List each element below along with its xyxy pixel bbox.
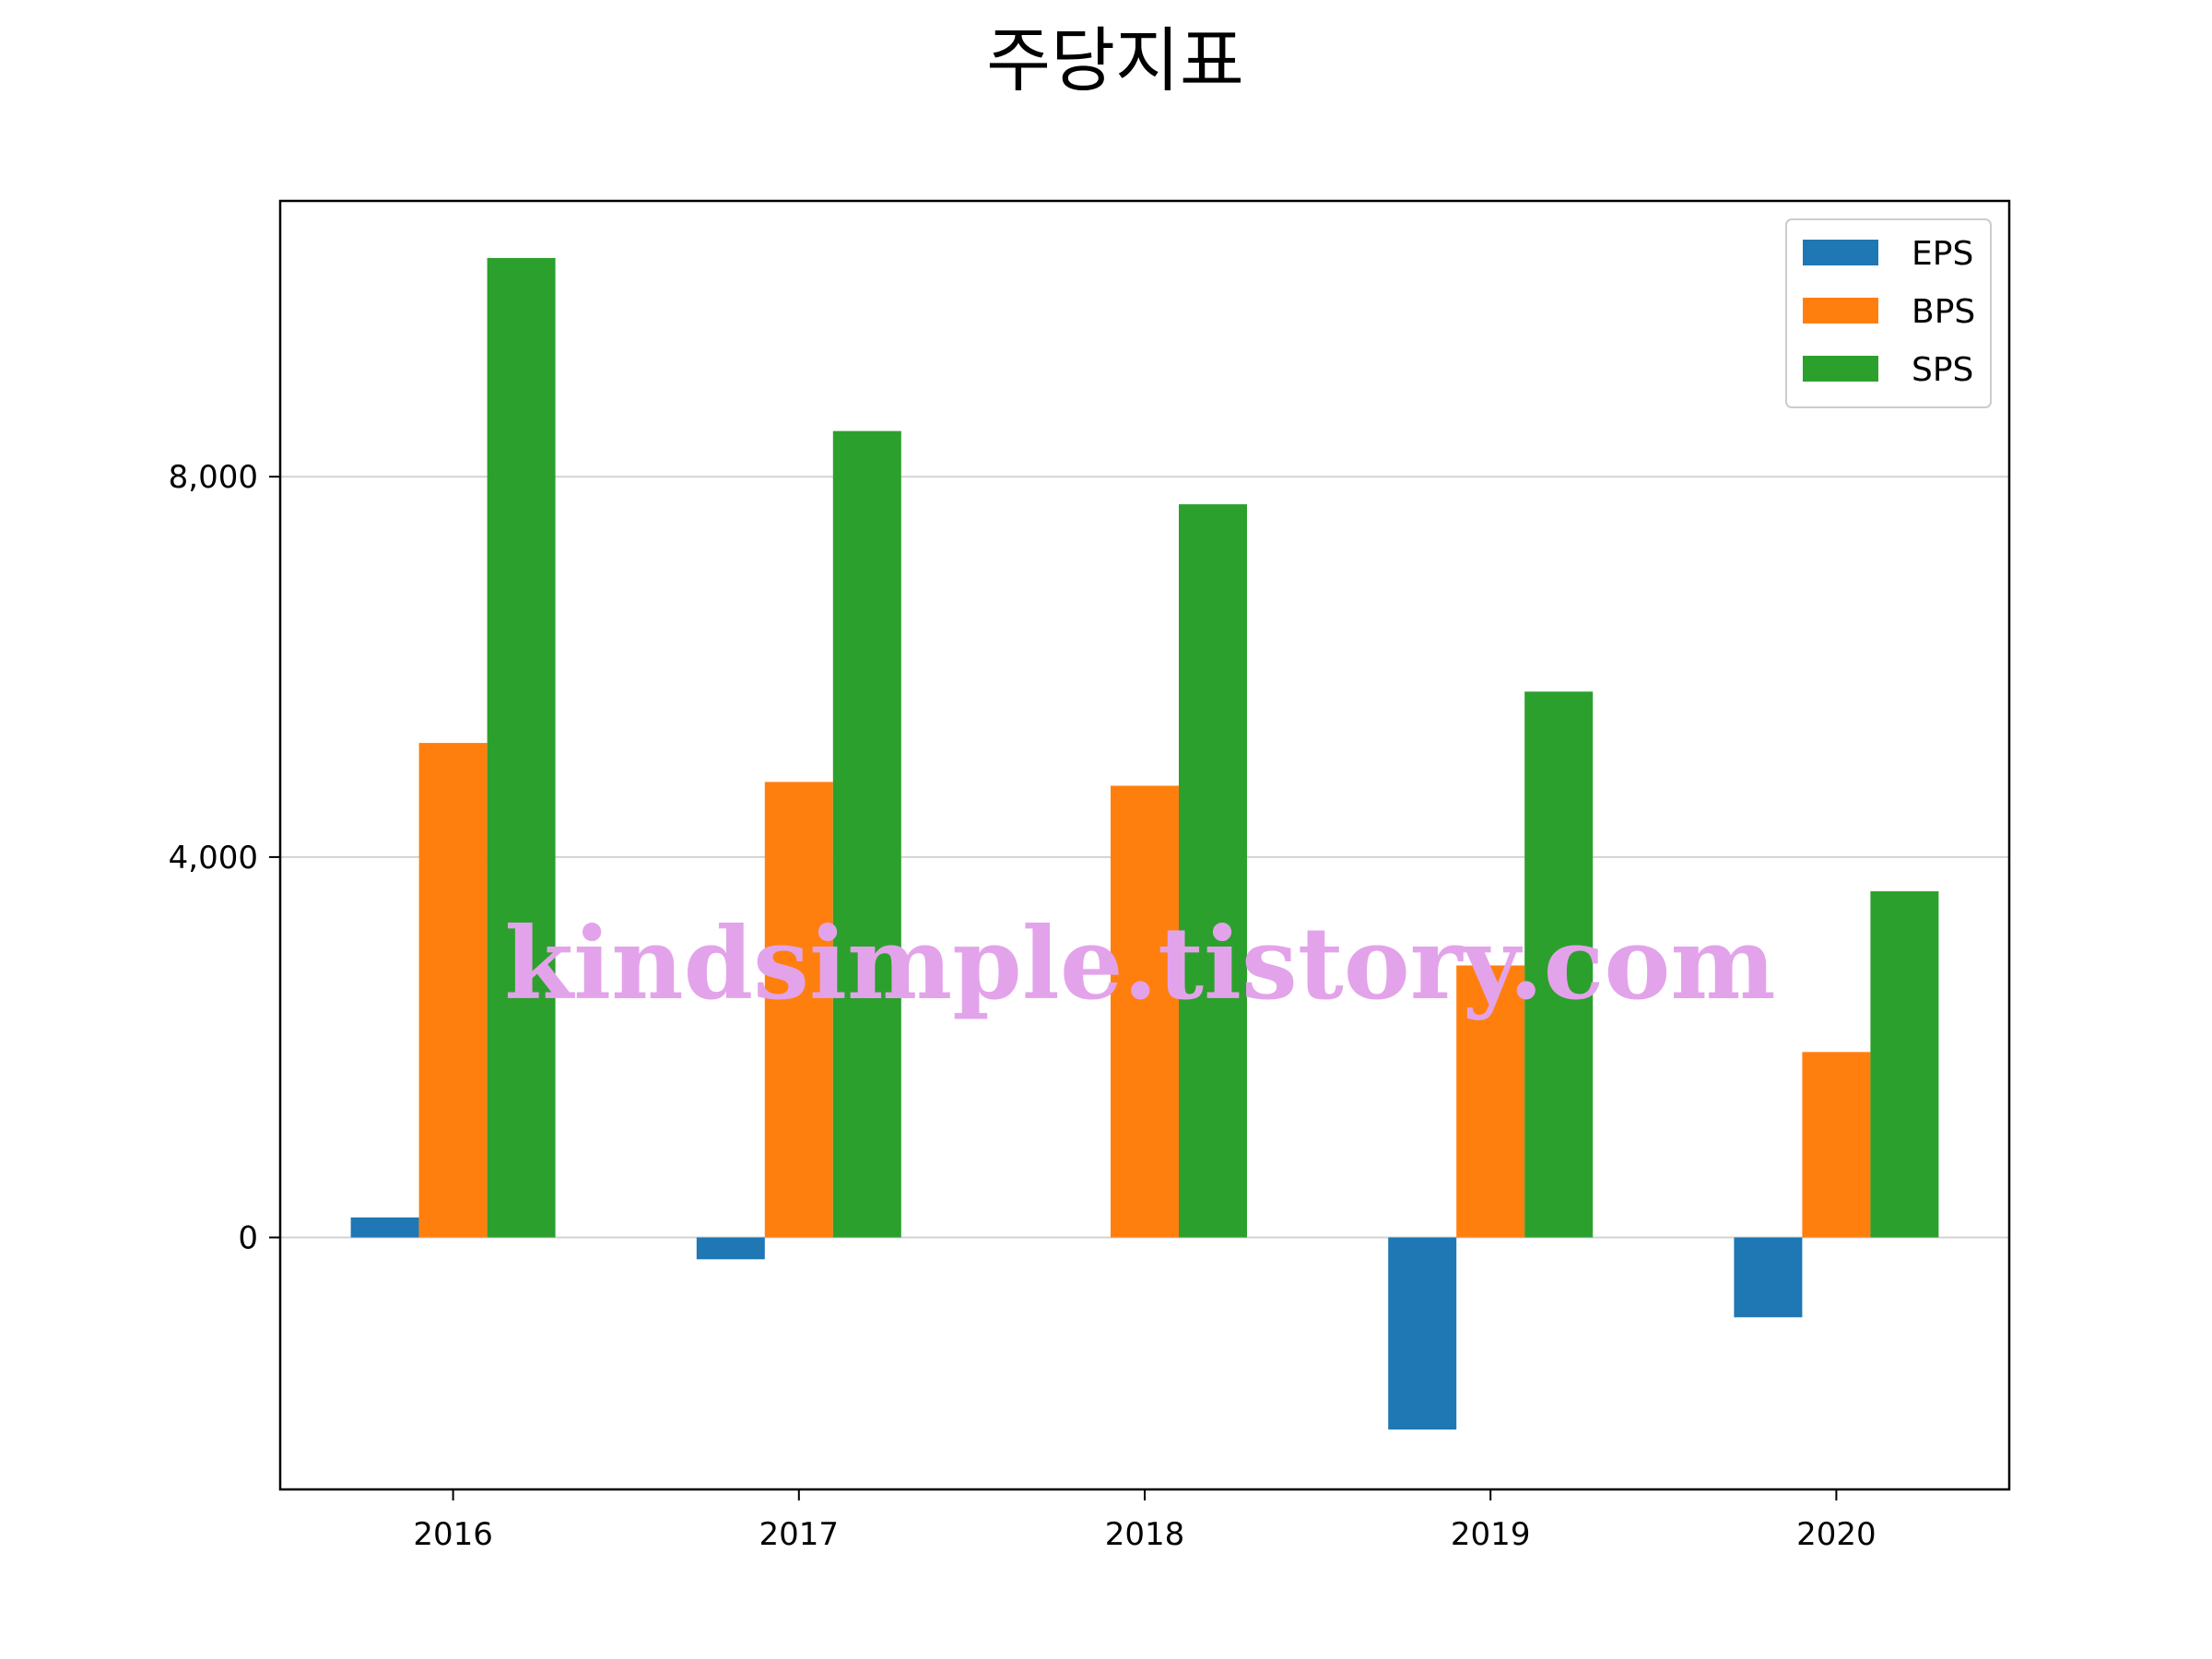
x-tick-label: 2019 — [1451, 1516, 1531, 1553]
x-tick-label: 2016 — [413, 1516, 493, 1553]
x-tick-label: 2017 — [759, 1516, 840, 1553]
chart-title: 주당지표 — [986, 19, 1244, 101]
bar-sps-2019 — [1524, 691, 1594, 1238]
x-tick-label: 2018 — [1105, 1516, 1185, 1553]
legend-label-sps: SPS — [1912, 351, 1973, 389]
y-axis: 0 4,000 8,000 — [169, 459, 280, 1257]
bar-bps-2020 — [1802, 1052, 1871, 1238]
legend-swatch-sps — [1803, 356, 1878, 382]
y-tick-label: 0 — [238, 1220, 258, 1257]
x-axis: 2016 2017 2018 2019 2020 — [413, 1489, 1877, 1553]
bar-sps-2016 — [487, 257, 556, 1238]
bar-sps-2018 — [1179, 504, 1247, 1238]
bar-bps-2016 — [418, 743, 488, 1238]
legend-swatch-bps — [1803, 298, 1878, 324]
bar-eps-2016 — [350, 1217, 419, 1238]
bar-bps-2018 — [1111, 785, 1179, 1238]
y-tick-label: 8,000 — [169, 459, 258, 496]
legend-label-eps: EPS — [1912, 235, 1973, 273]
x-tick-label: 2020 — [1796, 1516, 1877, 1553]
legend-swatch-eps — [1803, 240, 1878, 265]
y-tick-label: 4,000 — [169, 840, 258, 877]
watermark: kindsimple.tistory.com — [504, 906, 1775, 1022]
legend: EPS BPS SPS — [1785, 218, 1992, 408]
bar-bps-2019 — [1456, 965, 1525, 1238]
legend-label-bps: BPS — [1912, 293, 1975, 331]
bar-eps-2019 — [1388, 1237, 1457, 1430]
bar-sps-2020 — [1870, 891, 1939, 1238]
bars — [350, 257, 1939, 1430]
bar-eps-2020 — [1734, 1237, 1803, 1318]
bar-eps-2017 — [696, 1237, 765, 1260]
bar-sps-2017 — [832, 430, 901, 1238]
bar-bps-2017 — [764, 782, 833, 1238]
